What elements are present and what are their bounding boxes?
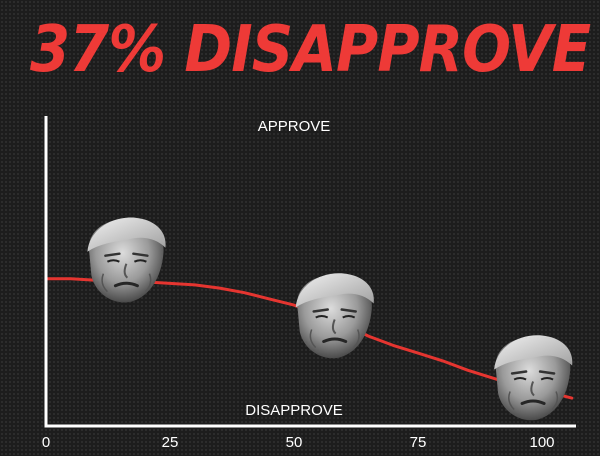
trump-face-icon [294, 271, 376, 360]
disapprove-label: DISAPPROVE [245, 402, 343, 419]
x-tick-label: 50 [286, 434, 303, 451]
x-tick-label: 100 [529, 434, 554, 451]
face-markers [85, 216, 574, 422]
approve-label: APPROVE [258, 118, 331, 135]
x-tick-label: 75 [410, 434, 427, 451]
trump-face-icon [85, 216, 168, 304]
trump-face-icon [492, 333, 574, 422]
x-tick-label: 25 [162, 434, 179, 451]
x-tick-labels: 0 25 50 75 100 [42, 434, 555, 451]
x-tick-label: 0 [42, 434, 50, 451]
headline: 37% DISAPPROVE [30, 13, 591, 87]
